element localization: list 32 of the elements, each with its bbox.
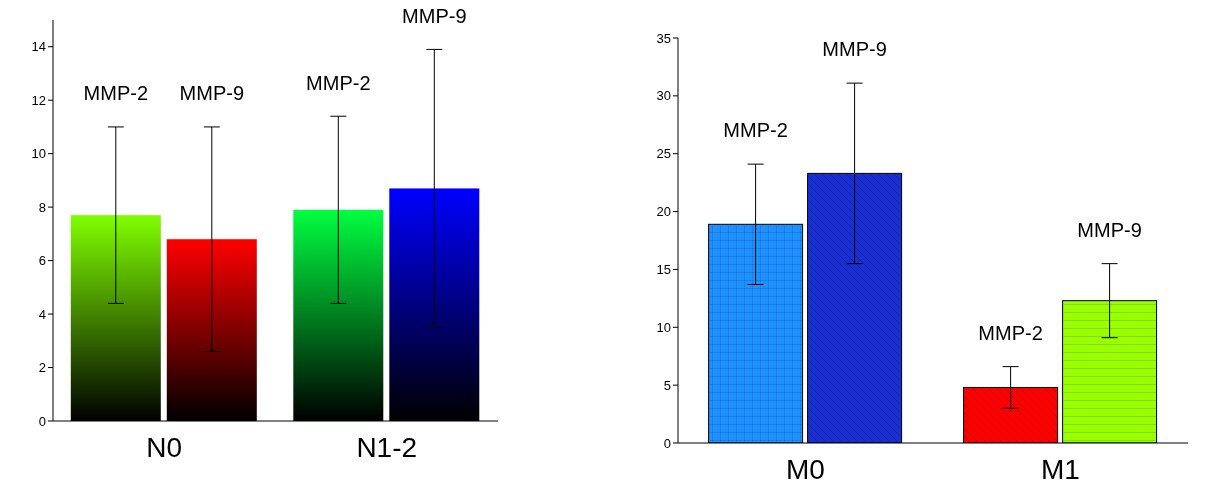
bar [166,239,257,421]
y-tick-label: 20 [656,204,671,220]
bar [389,188,480,421]
y-tick-label: 5 [663,377,671,393]
x-tick-label: N1-2 [356,431,418,463]
y-tick-label: 2 [38,360,46,376]
x-tick-label: M0 [786,453,825,483]
annotation: MMP-9 [1077,218,1142,241]
bar [293,209,384,421]
y-tick-label: 10 [656,319,671,335]
y-tick-label: 10 [31,146,46,162]
y-tick-label: 35 [656,30,671,46]
annotation: MMP-2 [306,71,371,94]
y-tick-label: 15 [656,262,671,278]
y-tick-label: 14 [31,39,46,55]
x-tick-label: N0 [146,431,183,463]
annotation: MMP-9 [822,38,887,61]
annotation: MMP-9 [179,82,245,105]
y-tick-label: 6 [38,253,46,269]
y-tick-label: 4 [38,306,46,322]
y-tick-label: 25 [656,146,671,162]
annotation: MMP-9 [402,4,467,27]
y-tick-label: 30 [656,88,671,104]
annotation: MMP-2 [978,321,1043,344]
bar [70,215,161,421]
y-tick-label: 0 [38,413,46,429]
y-tick-label: 0 [663,435,671,451]
annotation: MMP-2 [83,82,149,105]
annotation: MMP-2 [723,119,788,142]
x-tick-label: M1 [1041,453,1080,483]
y-tick-label: 12 [31,92,46,108]
y-tick-label: 8 [38,199,46,215]
